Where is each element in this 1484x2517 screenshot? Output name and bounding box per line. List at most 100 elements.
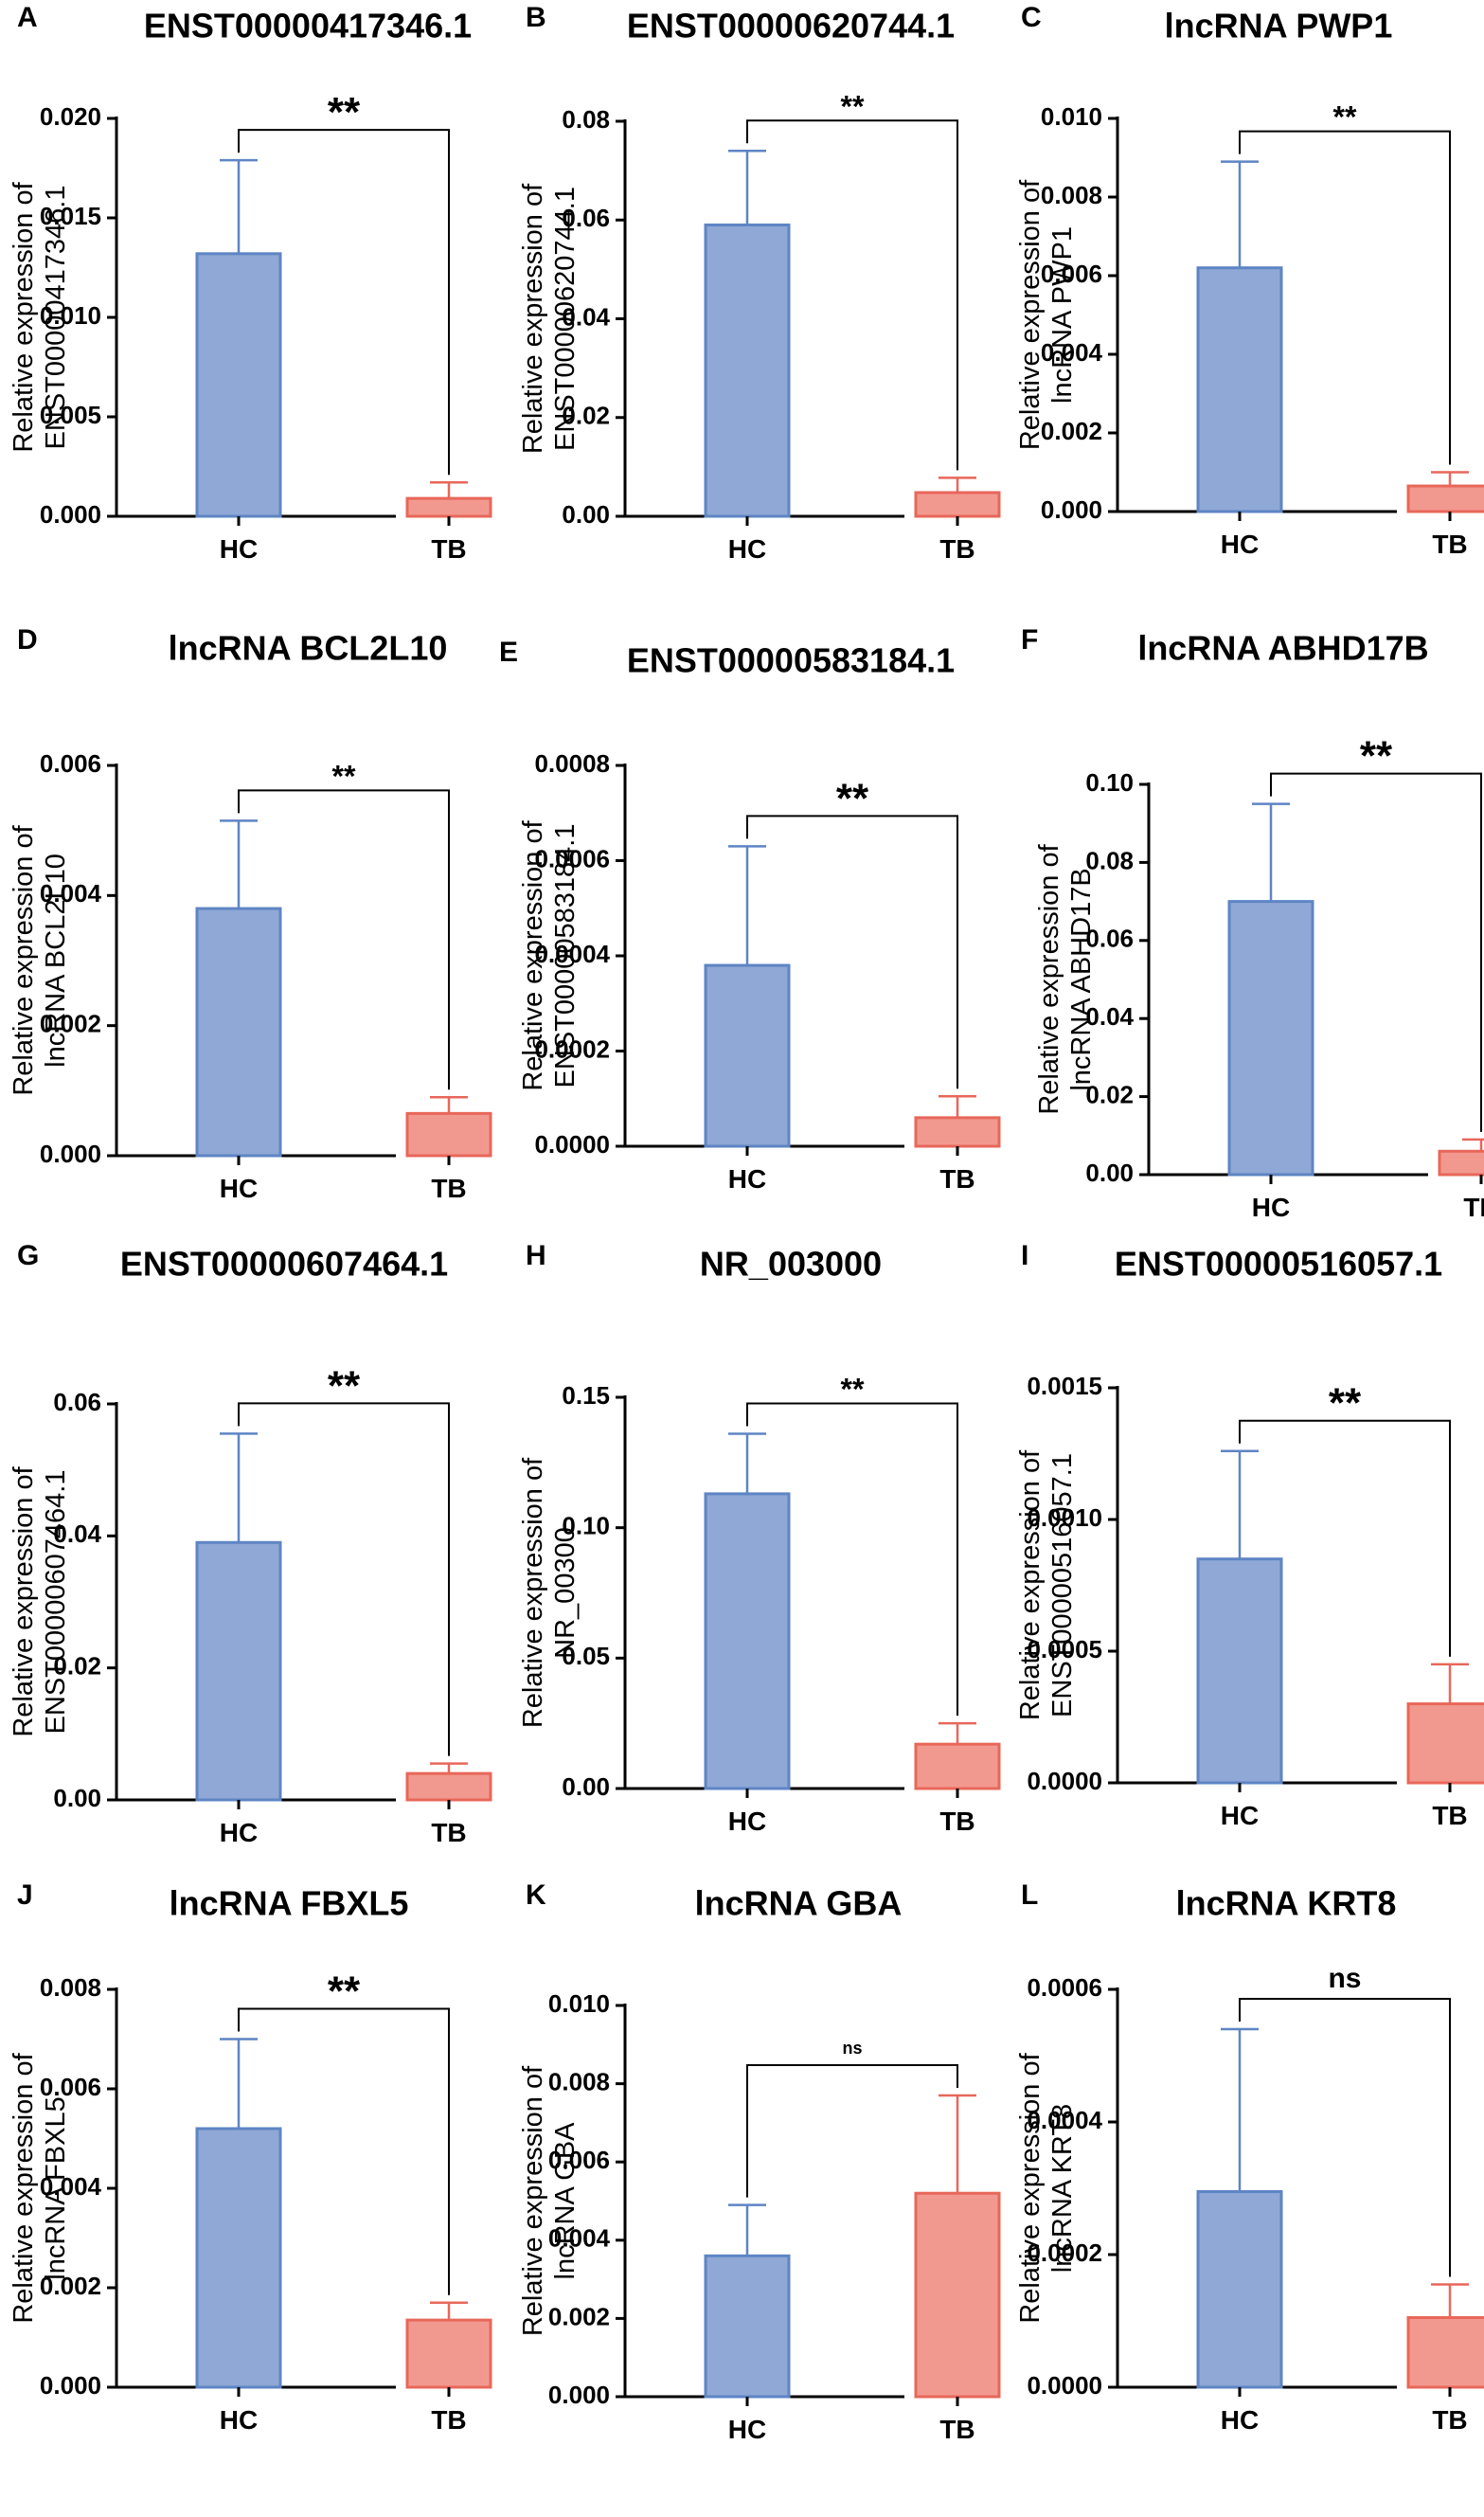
bar-tb (1406, 484, 1484, 513)
y-tick-label: 0.0006 (1027, 1973, 1102, 2002)
y-tick-label: 0.010 (40, 301, 101, 330)
y-axis-label: Relative expression of (1015, 179, 1046, 450)
y-tick-label: 0.02 (1085, 1080, 1134, 1108)
bar-hc (704, 963, 791, 1148)
chart-title: lncRNA FBXL5 (170, 1884, 409, 1923)
chart-title: ENST00000620744.1 (627, 7, 955, 45)
y-tick-label: 0.006 (548, 2146, 610, 2174)
bar-hc (1196, 1557, 1283, 1785)
panel-letter: E (499, 637, 518, 668)
bar-hc (704, 223, 791, 518)
bar-hc (704, 1492, 791, 1790)
chart-title: lncRNA BCL2L10 (169, 629, 448, 668)
chart-title: ENST00000516057.1 (1115, 1245, 1442, 1284)
bar-hc (1196, 2190, 1283, 2389)
x-tick-label: TB (431, 534, 466, 564)
significance-bracket (1239, 1998, 1451, 2277)
bar-hc (1196, 266, 1283, 513)
y-tick-label: 0.006 (40, 2073, 101, 2101)
panel-letter: J (17, 1879, 33, 1911)
y-tick-label: 0.06 (53, 1388, 101, 1416)
y-tick-label: 0.0015 (1027, 1372, 1102, 1400)
y-tick-label: 0.008 (548, 2067, 610, 2095)
y-tick-label: 0.004 (40, 2172, 102, 2201)
y-tick-label: 0.000 (1041, 495, 1102, 524)
x-tick-label: HC (1252, 1193, 1290, 1222)
panel-letter: C (1021, 2, 1042, 33)
bar-hc (1227, 900, 1314, 1177)
significance-label: ** (836, 775, 869, 821)
y-tick-label: 0.002 (1041, 417, 1102, 445)
y-tick-label: 0.05 (562, 1642, 610, 1670)
bar-tb (405, 496, 492, 518)
x-tick-label: TB (431, 1818, 466, 1847)
bar-hc (195, 2127, 282, 2389)
panel-letter: B (526, 2, 546, 33)
panel-letter: G (17, 1240, 39, 1271)
bar-hc (195, 252, 282, 518)
panel-letter: L (1021, 1879, 1038, 1911)
y-axis-label: Relative expression of (518, 819, 548, 1090)
y-tick-label: 0.004 (40, 879, 102, 908)
x-tick-label: HC (220, 1174, 258, 1203)
x-tick-label: TB (939, 534, 974, 564)
significance-label: ** (841, 89, 865, 123)
y-axis-label: Relative expression of (518, 1457, 548, 1728)
significance-bracket (746, 2063, 958, 2198)
x-tick-label: TB (431, 1174, 466, 1203)
bar-tb (914, 1116, 1001, 1148)
y-axis-label: Relative expression of (9, 1465, 39, 1736)
panel-h: H NR_003000 Relative expression of NR_00300… (518, 1240, 1001, 1836)
significance-label: ** (1360, 733, 1393, 780)
y-tick-label: 0.08 (562, 105, 610, 134)
y-tick-label: 0.0005 (1027, 1635, 1102, 1663)
bar-tb (914, 491, 1001, 518)
x-tick-label: TB (1432, 530, 1467, 559)
y-axis-label: Relative expression of (1034, 843, 1064, 1114)
y-axis-label: ENST00000417346.1 (41, 186, 71, 450)
y-tick-label: 0.0004 (534, 940, 610, 968)
y-tick-label: 0.06 (1085, 925, 1134, 953)
y-tick-label: 0.00 (562, 500, 610, 529)
x-tick-label: TB (431, 2405, 466, 2435)
y-tick-label: 0.000 (40, 1140, 101, 1168)
significance-label: ** (328, 89, 361, 135)
y-axis-label: lncRNA GBA (550, 2122, 581, 2280)
chart-title: lncRNA PWP1 (1165, 7, 1393, 45)
significance-label: ** (1329, 1380, 1362, 1427)
y-axis-label: Relative expression of (1015, 1449, 1046, 1720)
significance-bracket (238, 789, 450, 1090)
y-axis-label: lncRNA BCL2L10 (41, 854, 71, 1068)
y-tick-label: 0.010 (1041, 102, 1102, 131)
y-axis-label: Relative expression of (518, 183, 548, 454)
x-tick-label: TB (939, 2415, 974, 2444)
y-tick-label: 0.02 (562, 402, 610, 430)
x-tick-label: HC (220, 1818, 258, 1847)
bar-hc (195, 907, 282, 1158)
panel-letter: I (1021, 1240, 1028, 1271)
y-tick-label: 0.000 (548, 2381, 610, 2409)
y-tick-label: 0.00 (1085, 1159, 1134, 1187)
y-tick-label: 0.008 (40, 1973, 101, 2002)
y-tick-label: 0.04 (1085, 1002, 1134, 1031)
y-tick-label: 0.08 (1085, 846, 1134, 874)
y-axis-label: Relative expression of (9, 824, 39, 1095)
y-tick-label: 0.002 (40, 2272, 101, 2300)
bar-tb (1406, 1702, 1484, 1785)
panel-letter: A (17, 2, 38, 33)
y-axis-label: Relative expression of (518, 2065, 548, 2336)
significance-bracket (1239, 130, 1451, 465)
significance-label: ** (1333, 100, 1357, 135)
y-tick-label: 0.10 (562, 1512, 610, 1540)
y-axis-label: lncRNA PWP1 (1047, 226, 1078, 404)
y-tick-label: 0.004 (548, 2224, 611, 2253)
bar-tb (405, 1111, 492, 1158)
y-tick-label: 0.008 (1041, 181, 1102, 209)
y-axis-label: ENST00000516057.1 (1047, 1453, 1078, 1717)
